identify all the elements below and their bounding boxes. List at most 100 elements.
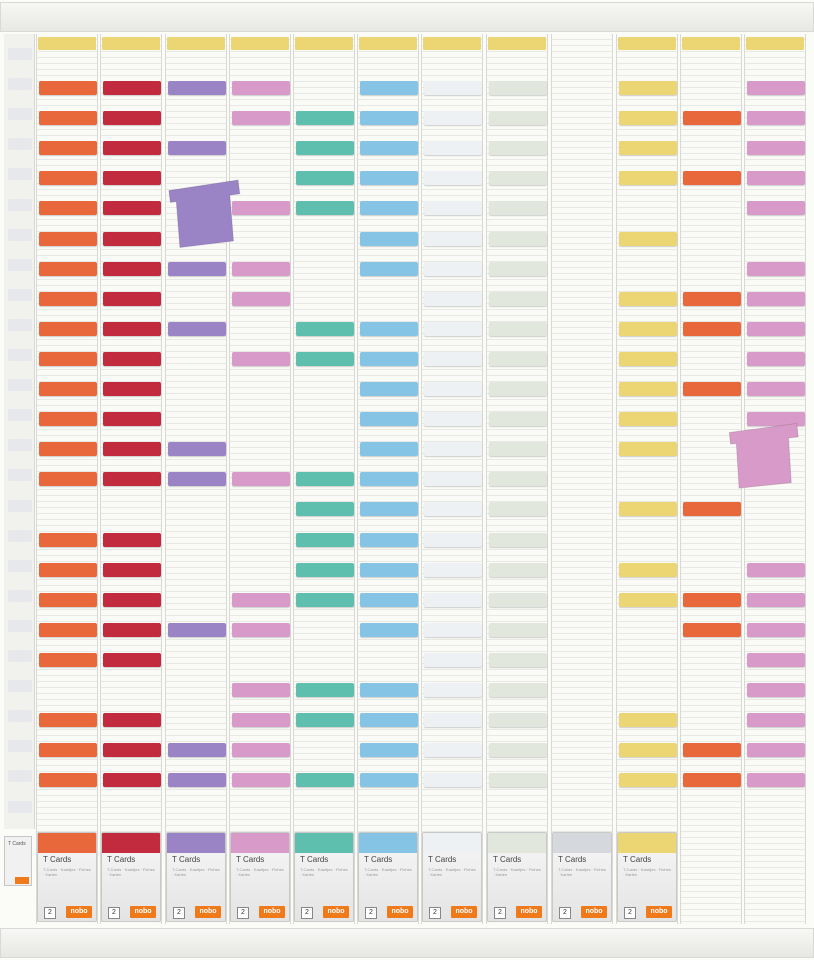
t-card[interactable] bbox=[103, 412, 161, 427]
t-card[interactable] bbox=[296, 562, 354, 577]
card-dispenser[interactable]: T Cards T-Cards · Kaartjes · Fiches · Kar… bbox=[552, 832, 612, 922]
t-card[interactable] bbox=[232, 713, 290, 728]
t-card[interactable] bbox=[168, 321, 226, 336]
t-card[interactable] bbox=[619, 321, 677, 336]
t-card[interactable] bbox=[103, 622, 161, 637]
t-card[interactable] bbox=[619, 291, 677, 306]
t-card[interactable] bbox=[103, 201, 161, 216]
t-card[interactable] bbox=[168, 743, 226, 758]
t-card[interactable] bbox=[39, 351, 97, 366]
t-card[interactable] bbox=[619, 141, 677, 156]
t-card[interactable] bbox=[39, 382, 97, 396]
t-card[interactable] bbox=[619, 743, 677, 758]
t-card[interactable] bbox=[360, 622, 418, 637]
t-card[interactable] bbox=[232, 622, 290, 637]
t-card[interactable] bbox=[360, 382, 418, 396]
t-card[interactable] bbox=[747, 261, 805, 276]
t-card[interactable] bbox=[489, 261, 547, 276]
t-card[interactable] bbox=[39, 81, 97, 95]
t-card[interactable] bbox=[39, 562, 97, 577]
t-card[interactable] bbox=[489, 652, 547, 667]
t-card[interactable] bbox=[360, 412, 418, 427]
t-card[interactable] bbox=[39, 652, 97, 667]
t-card[interactable] bbox=[103, 713, 161, 728]
t-card[interactable] bbox=[39, 171, 97, 186]
t-card[interactable] bbox=[489, 412, 547, 427]
t-card[interactable] bbox=[39, 773, 97, 788]
t-card[interactable] bbox=[489, 683, 547, 697]
t-card[interactable] bbox=[489, 713, 547, 728]
t-card[interactable] bbox=[168, 472, 226, 487]
t-card[interactable] bbox=[103, 743, 161, 758]
t-card[interactable] bbox=[424, 592, 482, 607]
t-card[interactable] bbox=[103, 351, 161, 366]
t-card[interactable] bbox=[683, 171, 741, 186]
t-card[interactable] bbox=[39, 622, 97, 637]
t-card[interactable] bbox=[424, 562, 482, 577]
t-card[interactable] bbox=[489, 562, 547, 577]
t-card[interactable] bbox=[232, 472, 290, 487]
t-card[interactable] bbox=[424, 773, 482, 788]
t-card[interactable] bbox=[747, 201, 805, 216]
t-card[interactable] bbox=[619, 171, 677, 186]
t-card[interactable] bbox=[232, 81, 290, 95]
t-card[interactable] bbox=[747, 773, 805, 788]
t-card[interactable] bbox=[424, 683, 482, 697]
card-dispenser[interactable]: T Cards T-Cards · Kaartjes · Fiches · Kar… bbox=[617, 832, 677, 922]
t-card[interactable] bbox=[747, 622, 805, 637]
t-card[interactable] bbox=[619, 713, 677, 728]
t-card[interactable] bbox=[683, 111, 741, 126]
t-card[interactable] bbox=[39, 442, 97, 457]
t-card[interactable] bbox=[424, 532, 482, 547]
t-card[interactable] bbox=[683, 743, 741, 758]
t-card[interactable] bbox=[489, 382, 547, 396]
t-card[interactable] bbox=[103, 652, 161, 667]
t-card[interactable] bbox=[39, 412, 97, 427]
t-card[interactable] bbox=[683, 592, 741, 607]
t-card[interactable] bbox=[360, 201, 418, 216]
t-card[interactable] bbox=[489, 592, 547, 607]
t-card[interactable] bbox=[619, 412, 677, 427]
t-card[interactable] bbox=[296, 171, 354, 186]
t-card[interactable] bbox=[103, 592, 161, 607]
t-card[interactable] bbox=[424, 652, 482, 667]
t-card[interactable] bbox=[39, 201, 97, 216]
t-card[interactable] bbox=[168, 141, 226, 156]
t-card[interactable] bbox=[39, 261, 97, 276]
card-dispenser[interactable]: T Cards T-Cards · Kaartjes · Fiches · Kar… bbox=[358, 832, 418, 922]
t-card[interactable] bbox=[619, 592, 677, 607]
t-card[interactable] bbox=[103, 442, 161, 457]
t-card[interactable] bbox=[747, 562, 805, 577]
t-card[interactable] bbox=[747, 652, 805, 667]
t-card[interactable] bbox=[360, 81, 418, 95]
t-card[interactable] bbox=[424, 261, 482, 276]
t-card[interactable] bbox=[360, 171, 418, 186]
t-card[interactable] bbox=[360, 472, 418, 487]
t-card[interactable] bbox=[747, 382, 805, 396]
t-card[interactable] bbox=[232, 773, 290, 788]
t-card[interactable] bbox=[39, 532, 97, 547]
t-card[interactable] bbox=[103, 773, 161, 788]
t-card[interactable] bbox=[619, 502, 677, 517]
t-card[interactable] bbox=[232, 261, 290, 276]
t-card[interactable] bbox=[747, 141, 805, 156]
card-dispenser[interactable]: T Cards T-Cards · Kaartjes · Fiches · Kar… bbox=[37, 832, 97, 922]
t-card[interactable] bbox=[360, 502, 418, 517]
t-card[interactable] bbox=[103, 231, 161, 246]
t-card[interactable] bbox=[103, 472, 161, 487]
t-card[interactable] bbox=[424, 171, 482, 186]
t-card[interactable] bbox=[103, 291, 161, 306]
t-card[interactable] bbox=[424, 111, 482, 126]
t-card[interactable] bbox=[619, 231, 677, 246]
t-card[interactable] bbox=[296, 502, 354, 517]
t-card[interactable] bbox=[424, 321, 482, 336]
t-card[interactable] bbox=[489, 442, 547, 457]
t-card[interactable] bbox=[103, 321, 161, 336]
t-card[interactable] bbox=[232, 592, 290, 607]
t-card[interactable] bbox=[39, 592, 97, 607]
t-card[interactable] bbox=[747, 743, 805, 758]
t-card[interactable] bbox=[232, 201, 290, 216]
t-card[interactable] bbox=[489, 81, 547, 95]
t-card[interactable] bbox=[103, 171, 161, 186]
t-card[interactable] bbox=[296, 472, 354, 487]
